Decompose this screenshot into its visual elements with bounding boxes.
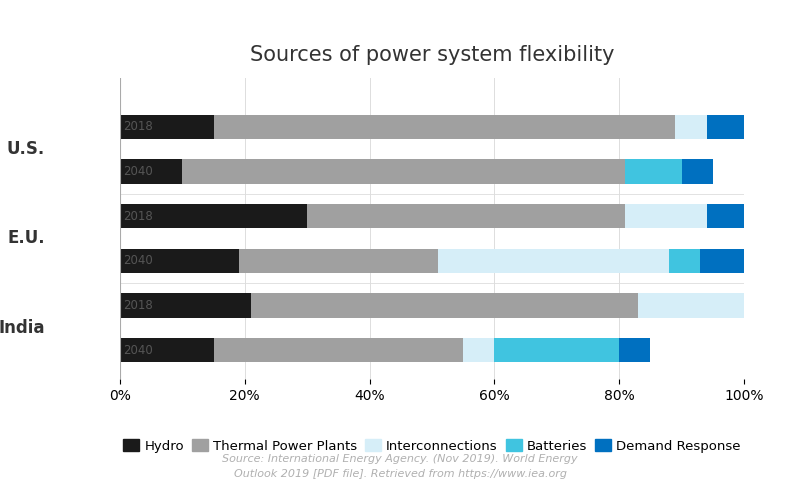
Bar bbox=[463, 338, 494, 363]
Title: Sources of power system flexibility: Sources of power system flexibility bbox=[250, 45, 614, 65]
Bar bbox=[682, 159, 713, 184]
Bar bbox=[120, 204, 307, 228]
Text: U.S.: U.S. bbox=[7, 140, 45, 158]
Bar bbox=[626, 204, 706, 228]
Text: 2018: 2018 bbox=[123, 209, 153, 223]
Text: E.U.: E.U. bbox=[7, 229, 45, 247]
Bar bbox=[307, 204, 626, 228]
Text: 2018: 2018 bbox=[123, 121, 153, 133]
Bar bbox=[120, 248, 238, 273]
Bar bbox=[669, 248, 700, 273]
Bar bbox=[238, 248, 438, 273]
Bar bbox=[120, 159, 182, 184]
Bar bbox=[700, 248, 744, 273]
Bar bbox=[438, 248, 669, 273]
Bar bbox=[251, 293, 638, 318]
Bar bbox=[214, 338, 463, 363]
Bar bbox=[706, 204, 744, 228]
Bar bbox=[675, 115, 706, 139]
Bar bbox=[706, 115, 744, 139]
Bar bbox=[214, 115, 675, 139]
Text: 2040: 2040 bbox=[123, 254, 153, 267]
Text: India: India bbox=[0, 319, 45, 337]
Text: 2018: 2018 bbox=[123, 299, 153, 312]
Text: Source: International Energy Agency. (Nov 2019). World Energy
Outlook 2019 [PDF : Source: International Energy Agency. (No… bbox=[222, 454, 578, 479]
Bar bbox=[120, 293, 251, 318]
Bar bbox=[638, 293, 744, 318]
Bar bbox=[494, 338, 619, 363]
Bar bbox=[120, 338, 214, 363]
Bar bbox=[619, 338, 650, 363]
Legend: Hydro, Thermal Power Plants, Interconnections, Batteries, Demand Response: Hydro, Thermal Power Plants, Interconnec… bbox=[118, 434, 746, 458]
Bar bbox=[626, 159, 682, 184]
Text: 2040: 2040 bbox=[123, 344, 153, 357]
Bar bbox=[120, 115, 214, 139]
Bar bbox=[182, 159, 626, 184]
Text: 2040: 2040 bbox=[123, 165, 153, 178]
